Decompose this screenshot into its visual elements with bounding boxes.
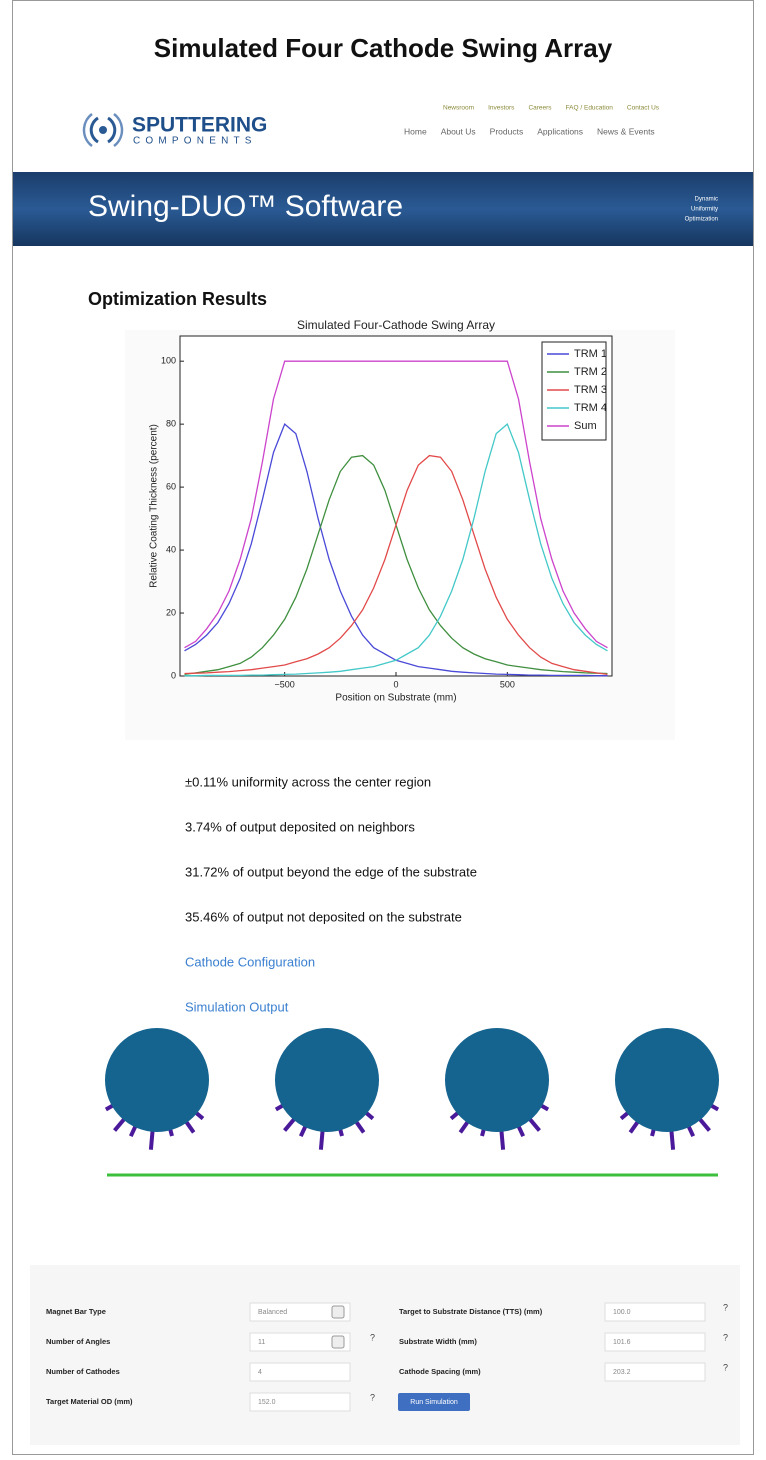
field-value: 4 xyxy=(258,1369,262,1376)
select-arrow[interactable] xyxy=(331,1305,345,1319)
banner-tagline: Dynamic xyxy=(695,197,718,203)
help-mark[interactable]: ? xyxy=(723,1362,728,1372)
help-mark[interactable]: ? xyxy=(723,1302,728,1312)
result-link[interactable]: Simulation Output xyxy=(185,999,289,1014)
nav-link[interactable]: Applications xyxy=(537,126,583,136)
cathode xyxy=(275,1028,379,1132)
select-arrow[interactable] xyxy=(331,1335,345,1349)
field-input[interactable] xyxy=(604,1362,706,1382)
chart-title: Simulated Four-Cathode Swing Array xyxy=(297,318,495,332)
run-button[interactable] xyxy=(398,1393,470,1411)
field-label: Number of Angles xyxy=(46,1337,110,1346)
x-axis-label: Position on Substrate (mm) xyxy=(335,693,456,704)
top-link[interactable]: Contact Us xyxy=(627,105,660,112)
field-label: Target to Substrate Distance (TTS) (mm) xyxy=(399,1307,543,1316)
logo-name: SPUTTERING xyxy=(132,114,267,137)
field-input[interactable] xyxy=(249,1332,351,1352)
legend-label: TRM 2 xyxy=(574,366,607,378)
legend-label: TRM 4 xyxy=(574,402,607,414)
y-tick-label: 80 xyxy=(166,419,176,429)
logo-sub: COMPONENTS xyxy=(133,136,257,147)
top-link[interactable]: Careers xyxy=(528,105,552,112)
y-axis-label: Relative Coating Thickness (percent) xyxy=(149,424,160,588)
x-tick-label: −500 xyxy=(275,679,295,689)
series-line xyxy=(184,454,608,676)
legend-label: TRM 3 xyxy=(574,384,607,396)
top-link[interactable]: FAQ / Education xyxy=(566,105,614,112)
top-link[interactable]: Investors xyxy=(488,105,515,112)
run-button-label: Run Simulation xyxy=(410,1399,458,1406)
result-line: 3.74% of output deposited on neighbors xyxy=(185,819,415,834)
nav-link[interactable]: About Us xyxy=(441,126,476,136)
field-input[interactable] xyxy=(249,1392,351,1412)
help-mark[interactable]: ? xyxy=(370,1392,375,1402)
help-mark[interactable]: ? xyxy=(370,1332,375,1342)
field-value: 152.0 xyxy=(258,1399,276,1406)
field-label: Cathode Spacing (mm) xyxy=(399,1367,481,1376)
field-value: 101.6 xyxy=(613,1339,631,1346)
field-value: 11 xyxy=(258,1339,265,1346)
field-value: 203.2 xyxy=(613,1369,631,1376)
y-tick-label: 40 xyxy=(166,544,176,554)
field-value: Balanced xyxy=(258,1309,287,1316)
field-label: Target Material OD (mm) xyxy=(46,1397,133,1406)
form-panel xyxy=(30,1265,740,1445)
result-line: ±0.11% uniformity across the center regi… xyxy=(185,774,431,789)
cathode xyxy=(105,1028,209,1132)
nav-link[interactable]: Products xyxy=(490,126,524,136)
field-input[interactable] xyxy=(249,1362,351,1382)
result-line: 35.46% of output not deposited on the su… xyxy=(185,909,462,924)
field-input[interactable] xyxy=(604,1302,706,1322)
field-value: 100.0 xyxy=(613,1309,631,1316)
series-line xyxy=(184,423,608,677)
cathode xyxy=(445,1028,549,1132)
logo[interactable]: SPUTTERING COMPONENTS xyxy=(82,113,267,147)
banner-tagline: Optimization xyxy=(685,217,718,223)
help-mark[interactable]: ? xyxy=(723,1332,728,1342)
legend-label: TRM 1 xyxy=(574,348,607,360)
nav-link[interactable]: News & Events xyxy=(597,126,655,136)
plot-area xyxy=(179,335,613,677)
result-line: 31.72% of output beyond the edge of the … xyxy=(185,864,477,879)
field-label: Number of Cathodes xyxy=(46,1367,120,1376)
nav-link[interactable]: Home xyxy=(404,126,427,136)
legend-box xyxy=(541,341,607,441)
section-heading: Optimization Results xyxy=(88,289,267,309)
field-label: Substrate Width (mm) xyxy=(399,1337,477,1346)
x-tick-label: 500 xyxy=(500,679,515,689)
y-tick-label: 20 xyxy=(166,607,176,617)
y-tick-label: 100 xyxy=(161,356,176,366)
cathode xyxy=(615,1028,719,1132)
banner xyxy=(13,172,753,246)
banner-tagline: Uniformity xyxy=(691,207,718,213)
page-title: Simulated Four Cathode Swing Array xyxy=(154,33,613,63)
result-link[interactable]: Cathode Configuration xyxy=(185,954,315,969)
legend-label: Sum xyxy=(574,420,597,432)
field-input[interactable] xyxy=(604,1332,706,1352)
top-link[interactable]: Newsroom xyxy=(443,105,474,112)
y-tick-label: 60 xyxy=(166,481,176,491)
field-input[interactable] xyxy=(249,1302,351,1322)
field-label: Magnet Bar Type xyxy=(46,1307,106,1316)
banner-title: Swing-DUO™ Software xyxy=(88,190,403,223)
series-line xyxy=(184,360,608,649)
x-tick-label: 0 xyxy=(393,679,398,689)
y-tick-label: 0 xyxy=(171,670,176,680)
